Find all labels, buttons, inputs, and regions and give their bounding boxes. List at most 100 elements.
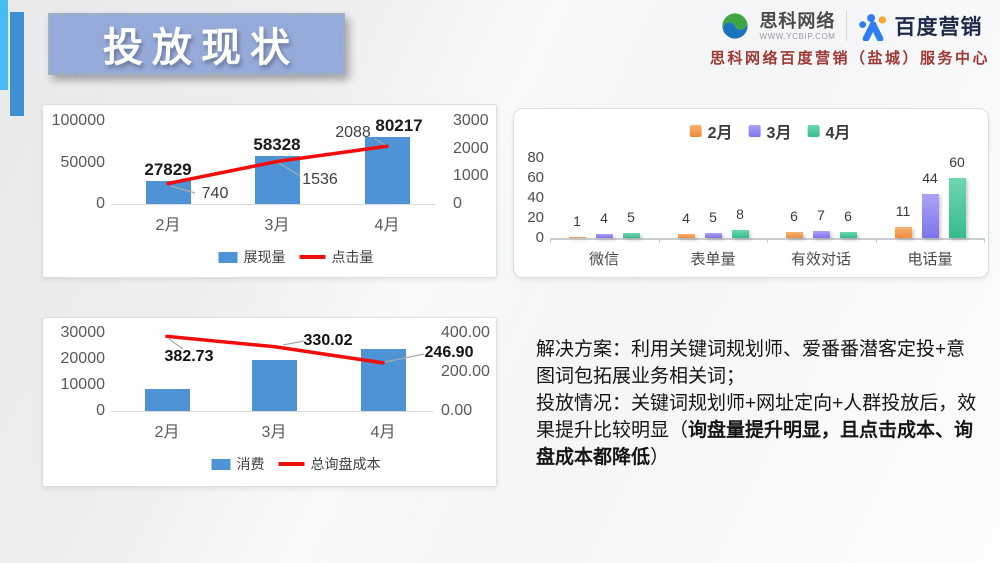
line-value-label: 330.02 <box>303 332 353 349</box>
legend-item: 展现量 <box>218 247 286 267</box>
left-axis-tick-label: 0 <box>96 195 105 212</box>
x-axis-category-label: 2月 <box>154 424 180 441</box>
legend-label: 总询盘成本 <box>310 456 381 472</box>
x-axis-tick-mark <box>659 238 660 243</box>
x-axis-line <box>111 411 433 412</box>
bar <box>786 232 803 238</box>
bar-value-label: 7 <box>817 207 825 223</box>
bar-value-label: 27829 <box>144 160 192 179</box>
bar <box>365 137 410 204</box>
legend-swatch-bar <box>218 251 238 263</box>
chart-legend: 2月 3月 4月 <box>689 119 850 143</box>
right-axis-tick-label: 1000 <box>453 167 489 184</box>
legend-item: 3月 <box>748 119 792 143</box>
left-accent-bar-dark <box>10 12 24 116</box>
right-axis-tick-label: 2000 <box>453 140 489 157</box>
y-axis-tick-label: 60 <box>527 169 544 186</box>
bar <box>705 233 722 238</box>
x-axis-category-label: 微信 <box>588 251 619 268</box>
left-accent-bar-light <box>0 0 8 90</box>
legend-item: 4月 <box>807 119 850 143</box>
right-axis-tick-label: 0 <box>453 195 462 212</box>
bar <box>596 234 613 238</box>
line-value-label: 2088 <box>335 124 371 141</box>
service-center-subtitle: 思科网络百度营销（盐城）服务中心 <box>709 50 990 67</box>
conversions-by-channel-chart: 80 60 40 20 0 微信 表单量 有效对话 电话量 1 4 6 11 4 5 7 44 5 8 6 60 2月 3月… <box>514 109 988 277</box>
right-axis-tick-label: 200.00 <box>441 363 490 380</box>
bar-value-label: 80217 <box>375 116 423 135</box>
solution-text-block: 解决方案：利用关键词规划师、爱番番潜客定投+意图词包拓展业务相关词； 投放情况：… <box>536 336 984 471</box>
line-value-label: 246.90 <box>424 344 474 361</box>
y-axis-tick-label: 80 <box>527 149 544 166</box>
line-value-label: 740 <box>201 185 229 202</box>
x-axis-category-label: 表单量 <box>690 251 736 268</box>
x-axis-category-label: 3月 <box>264 217 290 234</box>
bar <box>895 227 912 238</box>
bar-value-label: 1 <box>573 213 581 229</box>
bar <box>840 232 857 238</box>
sike-swirl-icon <box>717 8 753 44</box>
right-axis-tick-label: 0.00 <box>441 402 473 419</box>
impressions-clicks-chart: 100000 50000 0 3000 2000 1000 0 2月 3月 4月 27829 5832… <box>43 105 496 277</box>
left-axis-tick-label: 100000 <box>51 112 105 129</box>
bar-value-label: 6 <box>844 208 852 224</box>
legend-label: 3月 <box>766 125 792 142</box>
right-axis-tick-label: 400.00 <box>441 324 490 341</box>
baidu-marketing-icon <box>857 12 889 41</box>
impressions-clicks-chart-panel: 100000 50000 0 3000 2000 1000 0 2月 3月 4月 27829 5832… <box>42 104 497 278</box>
bar <box>678 234 695 238</box>
bar-value-label: 5 <box>627 209 635 225</box>
sike-website-url: WWW.YCBIP.COM <box>759 31 836 41</box>
bar <box>732 230 749 238</box>
bar <box>949 178 966 238</box>
legend-swatch-line <box>278 462 305 466</box>
solution-line-1: 解决方案：利用关键词规划师、爱番番潜客定投+意图词包拓展业务相关词； <box>536 336 984 390</box>
solution-line-2: 投放情况：关键词规划师+网址定向+人群投放后，效果提升比较明显（询盘量提升明显，… <box>536 390 984 471</box>
legend-swatch-line <box>299 255 326 259</box>
page-title: 投放现状 <box>103 26 299 70</box>
spend-inquiry-cost-chart-panel: 30000 20000 10000 0 400.00 200.00 0.00 2月 3月 4月 38… <box>42 317 497 487</box>
y-axis-tick-label: 40 <box>527 189 544 206</box>
sike-logo-text: 思科网络 WWW.YCBIP.COM <box>759 12 835 41</box>
bar-value-label: 6 <box>790 208 798 224</box>
bar-value-label: 11 <box>895 203 911 219</box>
x-axis-tick-mark <box>984 238 985 243</box>
solution-line-2-prefix: 投放情况：关键词规划师+网址定向+人群投放后，效果提升比较明显（ <box>536 393 977 441</box>
legend-item: 总询盘成本 <box>278 454 381 474</box>
solution-line-1-text: 解决方案：利用关键词规划师、爱番番潜客定投+意图词包拓展业务相关词； <box>536 339 966 387</box>
left-axis-tick-label: 50000 <box>60 154 106 171</box>
x-axis-tick-mark <box>767 238 768 243</box>
baidu-marketing-logo: 百度营销 <box>857 11 983 41</box>
x-axis-line <box>111 204 435 205</box>
left-axis-tick-label: 20000 <box>60 350 106 367</box>
bar <box>922 194 939 238</box>
legend-item: 消费 <box>211 454 265 474</box>
y-axis-tick-label: 20 <box>527 209 544 226</box>
solution-line-2-bold: 询盘量提升明显，且点击成本、询盘成本都降低 <box>536 420 974 468</box>
bar-value-label: 60 <box>949 154 965 170</box>
legend-swatch-bar <box>211 458 231 470</box>
x-axis-tick-mark <box>876 238 877 243</box>
bar <box>361 349 406 411</box>
line-value-label: 1536 <box>302 171 338 188</box>
left-axis-tick-label: 10000 <box>60 376 106 393</box>
x-axis-category-label: 4月 <box>374 217 400 234</box>
y-axis-tick-label: 0 <box>535 229 544 246</box>
header-logos: 思科网络 WWW.YCBIP.COM 百度营销 思科网络百度营 <box>710 8 990 68</box>
legend-swatch-bar <box>807 125 820 137</box>
legend-item: 点击量 <box>299 247 374 267</box>
x-axis-category-label: 3月 <box>261 424 287 441</box>
left-axis-tick-label: 30000 <box>60 324 106 341</box>
bar-value-label: 5 <box>709 209 717 225</box>
legend-label: 点击量 <box>331 249 374 265</box>
bar <box>145 389 190 411</box>
legend-label: 展现量 <box>243 249 286 265</box>
bar-value-label: 44 <box>922 170 938 186</box>
x-axis-category-label: 2月 <box>155 217 181 234</box>
sike-company-name: 思科网络 <box>759 10 836 31</box>
bar-value-label: 8 <box>736 206 744 222</box>
left-axis-tick-label: 0 <box>96 402 105 419</box>
chart-legend: 消费 总询盘成本 <box>211 454 381 474</box>
legend-label: 2月 <box>707 125 733 142</box>
